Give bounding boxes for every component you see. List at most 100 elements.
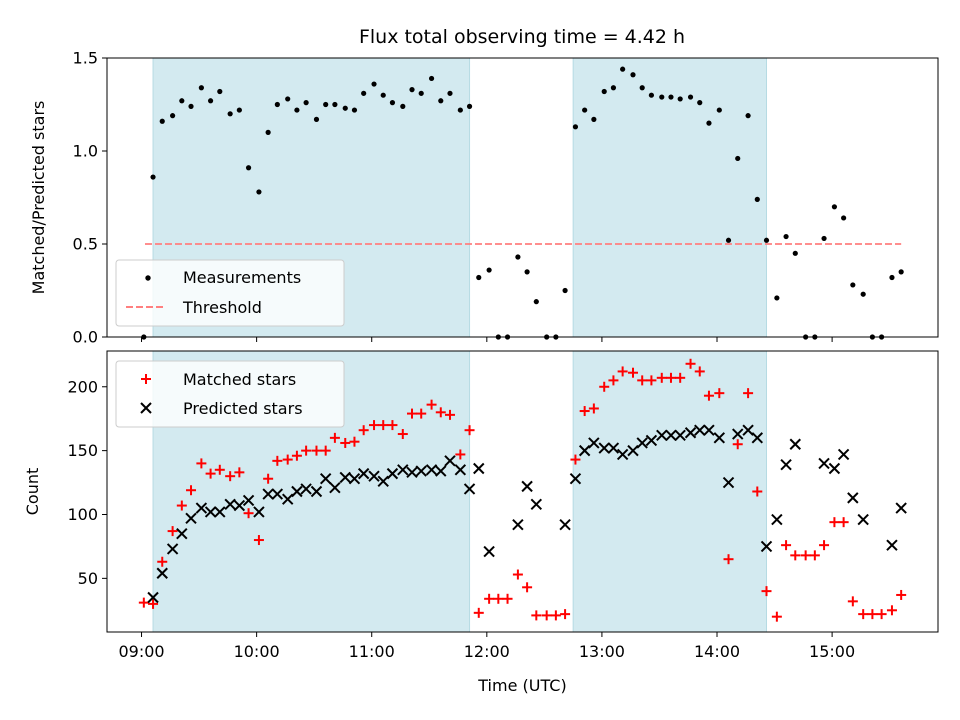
predicted-star-point [674, 429, 686, 442]
matched-star-point [703, 390, 714, 401]
predicted-star-point [224, 498, 236, 510]
matched-star-point [714, 388, 725, 399]
legend-threshold-label: Threshold [182, 298, 262, 317]
matched-star-point [243, 508, 254, 519]
predicted-star-point [742, 424, 754, 436]
predicted-star-point [818, 457, 830, 470]
predicted-star-point [732, 428, 744, 440]
matched-star-point [570, 454, 581, 465]
matched-star-point [531, 610, 542, 621]
measurement-point [783, 233, 789, 240]
predicted-star-point [483, 545, 495, 558]
measurement-point [745, 113, 751, 119]
predicted-star-point [291, 485, 303, 498]
matched-star-point [378, 420, 389, 431]
matched-star-point [665, 372, 676, 383]
predicted-star-point [319, 473, 332, 485]
count-y-tick-label: 100 [67, 505, 98, 524]
matched-star-point [397, 429, 408, 440]
predicted-star-point [339, 471, 351, 484]
measurement-point [170, 113, 176, 119]
measurement-point [409, 87, 415, 93]
time-x-tick-label: 09:00 [118, 642, 164, 661]
predicted-star-point [656, 429, 668, 442]
count-shaded-interval [573, 351, 767, 632]
matched-star-point [579, 406, 590, 417]
measurement-point [515, 254, 521, 260]
matched-star-point [484, 593, 495, 604]
predicted-star-point [348, 473, 361, 485]
measurement-point [763, 237, 770, 243]
matched-star-point [694, 366, 705, 377]
count-y-tick-label: 200 [67, 377, 98, 396]
matched-star-point [263, 473, 274, 484]
measurement-point [217, 88, 223, 95]
measurement-point [821, 235, 827, 242]
legend-measurements-label: Measurements [183, 268, 301, 287]
time-x-tick-label: 12:00 [464, 642, 510, 661]
predicted-star-point [444, 455, 456, 467]
matched-star-point [369, 420, 380, 431]
matched-star-point [829, 517, 840, 528]
measurement-point [256, 189, 262, 195]
measurement-point [735, 155, 741, 162]
measurement-point [601, 88, 607, 95]
matched-star-point [761, 586, 772, 597]
predicted-star-point [253, 506, 265, 518]
measurement-point [313, 116, 320, 122]
measurement-point [227, 111, 233, 117]
count-y-tick-label: 150 [67, 441, 98, 460]
predicted-star-point [828, 462, 841, 475]
matched-star-point [599, 381, 610, 392]
measurement-point [610, 85, 617, 91]
measurement-point [351, 107, 358, 113]
predicted-star-point [415, 465, 427, 477]
predicted-star-point [645, 434, 658, 447]
matched-star-point [512, 569, 523, 580]
matched-star-point [646, 375, 657, 386]
measurement-point [716, 107, 722, 113]
measurement-point [457, 107, 463, 113]
predicted-star-point [271, 488, 284, 500]
matched-star-point [838, 517, 849, 528]
matched-star-point [752, 486, 763, 497]
predicted-star-point [703, 424, 715, 436]
x-axis-label: Time (UTC) [477, 676, 566, 695]
matched-star-point [311, 445, 322, 456]
legend-plus-glyph [141, 374, 151, 384]
predicted-star-point [694, 424, 706, 436]
matched-star-point [723, 554, 734, 565]
ratio-legend-box [115, 259, 345, 327]
matched-star-point [176, 500, 187, 511]
measurement-point [371, 81, 377, 87]
matched-star-point [225, 471, 236, 482]
ratio-x-ticks [141, 337, 833, 342]
predicted-star-point [281, 493, 294, 505]
matched-star-point [291, 450, 302, 461]
predicted-star-point [166, 543, 179, 555]
predicted-star-point [837, 448, 850, 461]
measurement-point [285, 96, 291, 102]
ratio-y-tick-label: 1.5 [73, 49, 98, 68]
matched-star-point [148, 598, 159, 609]
matched-star-point [685, 358, 696, 369]
predicted-star-point [377, 475, 389, 487]
predicted-star-point [147, 591, 159, 604]
predicted-star-point [310, 485, 323, 498]
measurement-point [323, 101, 329, 108]
time-x-tick-label: 15:00 [809, 642, 855, 661]
matched-star-point [502, 593, 513, 604]
count-y-tick-label: 50 [78, 569, 98, 588]
measurement-point [831, 204, 838, 210]
matched-star-point [819, 540, 830, 551]
matched-star-point [387, 420, 398, 431]
predicted-star-point [598, 442, 610, 454]
predicted-star-point [233, 499, 246, 512]
matched-star-point [138, 597, 149, 608]
predicted-star-point [397, 464, 409, 476]
matched-star-point [196, 458, 207, 469]
legend-matched-label: Matched stars [183, 370, 296, 389]
predicted-star-point [185, 512, 197, 525]
legend-matched-marker [141, 374, 151, 384]
